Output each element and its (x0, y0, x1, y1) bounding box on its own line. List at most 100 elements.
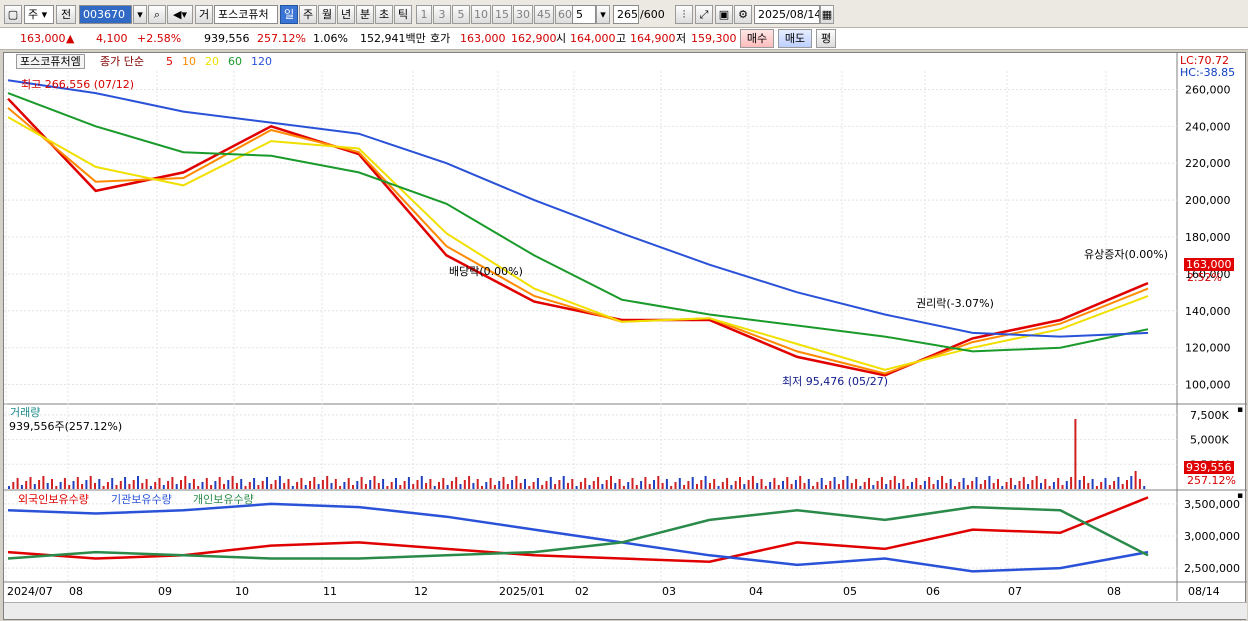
volume-bar (253, 478, 256, 489)
volume-bar (1100, 482, 1103, 489)
high-marker: 최고 266,556 (07/12) (21, 78, 135, 91)
volume-bar (81, 484, 84, 489)
volume-bar (622, 486, 625, 489)
window-icon[interactable]: ▢ (4, 5, 22, 24)
volume-bar (769, 482, 772, 489)
volume-bar (820, 478, 823, 489)
tab-5[interactable]: 초 (375, 5, 393, 24)
tab-0[interactable]: 일 (280, 5, 298, 24)
ma-line-10 (7, 107, 1149, 375)
volume-bar (493, 485, 496, 489)
chart-area[interactable]: 260,000 240,000 220,000 200,000 180,000 160,0… (3, 52, 1247, 620)
eval-button[interactable]: 평 (816, 29, 836, 48)
price-tick-label: 220,000 (1185, 157, 1231, 170)
volume-bar (644, 477, 647, 489)
volume-bar (605, 480, 608, 489)
volume-bar (137, 476, 139, 489)
holder-panel-close-icon[interactable]: ▪ (1237, 491, 1244, 501)
volume-bar (12, 482, 15, 489)
code-dropdown-icon[interactable]: ▾ (133, 5, 147, 24)
volume-bar (201, 482, 204, 489)
volume-bar (992, 483, 995, 489)
buy-button[interactable]: 매수 (740, 29, 774, 48)
volume-bar (485, 482, 488, 489)
volume-bar (395, 478, 397, 489)
volume-bar (390, 482, 393, 489)
holder-tick-label: 2,500,000 (1184, 562, 1240, 575)
minute-option-10[interactable]: 10 (471, 5, 491, 24)
scrollbar[interactable] (4, 602, 1247, 619)
volume-bar (309, 481, 311, 489)
stock-code-input[interactable]: 003670 (79, 5, 132, 24)
minute-option-30[interactable]: 30 (513, 5, 533, 24)
sell-button[interactable]: 매도 (778, 29, 812, 48)
stock-name-field[interactable]: 포스코퓨처 (214, 5, 278, 24)
count-dropdown-icon[interactable]: ▾ (596, 5, 610, 24)
calendar-icon[interactable]: ▦ (820, 5, 834, 24)
volume-bar (571, 479, 574, 489)
tab-3[interactable]: 년 (337, 5, 355, 24)
volume-bar (532, 482, 535, 489)
holder-line-1 (7, 502, 1149, 573)
event-dividend: 배당락(0.00%) (449, 265, 523, 278)
quote-bar: 163,000 ▲ 4,100 +2.58% 939,556 257.12% 1… (0, 28, 1248, 50)
gear-icon[interactable]: ⚙ (734, 5, 752, 24)
save-icon[interactable]: ▣ (715, 5, 733, 24)
count-select[interactable]: 5 (572, 5, 596, 24)
draw-icon[interactable]: ⤢ (695, 5, 713, 24)
volume-bar (880, 477, 883, 489)
minute-option-45[interactable]: 45 (534, 5, 554, 24)
trade-button[interactable]: 거 (195, 5, 213, 24)
volume-bar (72, 481, 75, 489)
volume-bar (665, 479, 668, 489)
volume-bar (343, 482, 346, 489)
minute-option-60[interactable]: 60 (555, 5, 575, 24)
volume-bar (579, 482, 582, 489)
volume-bar (842, 480, 845, 489)
volume-bar (1009, 478, 1012, 489)
stock-tag: 포스코퓨처엠 (16, 54, 85, 69)
date-input[interactable]: 2025/08/14 (754, 5, 820, 24)
ma-period-20: 20 (205, 55, 219, 68)
search-icon[interactable]: ⌕ (148, 5, 166, 24)
volume-bar (833, 477, 836, 489)
volume-bar (919, 485, 922, 489)
tab-4[interactable]: 분 (356, 5, 374, 24)
candle-icon[interactable]: ⫶ (675, 5, 693, 24)
minute-option-1[interactable]: 1 (416, 5, 432, 24)
ma-period-10: 10 (182, 55, 196, 68)
price-change-pct: +2.58% (137, 32, 182, 45)
ma-period-120: 120 (251, 55, 272, 68)
period-type-select[interactable]: 주 ▾ (24, 5, 54, 24)
minute-option-3[interactable]: 3 (433, 5, 451, 24)
volume-bar (377, 483, 380, 489)
volume-bar (218, 477, 221, 489)
minute-option-15[interactable]: 15 (492, 5, 512, 24)
volume-bar (773, 478, 776, 489)
volume-bar (1065, 481, 1068, 489)
volume-bar (85, 480, 88, 489)
volume-bar (463, 480, 466, 489)
price-change: 4,100 (96, 32, 128, 45)
volume-bar (339, 486, 342, 489)
volume-tag: 939,556 (1184, 461, 1234, 474)
volume-bar (971, 481, 974, 489)
range-input[interactable]: 265 (613, 5, 639, 24)
volume-bar (33, 484, 36, 489)
volume-panel-close-icon[interactable]: ▪ (1237, 405, 1244, 415)
low-label: 저 (676, 32, 687, 45)
period-type-value: 주 (28, 8, 39, 21)
ma-line-60 (7, 92, 1149, 353)
holder-legend-2: 개인보유수량 (193, 493, 254, 506)
prev-button[interactable]: 전 (56, 5, 76, 24)
speaker-icon[interactable]: ◀▾ (167, 5, 193, 24)
volume-bar (1074, 419, 1077, 489)
volume-bar (94, 483, 96, 489)
tab-2[interactable]: 월 (318, 5, 336, 24)
tab-6[interactable]: 틱 (394, 5, 412, 24)
minute-option-5[interactable]: 5 (452, 5, 470, 24)
price-tick-label: 160,000 (1185, 268, 1231, 281)
volume-bar (721, 482, 724, 489)
tab-1[interactable]: 주 (299, 5, 317, 24)
volume-bar (502, 477, 505, 489)
